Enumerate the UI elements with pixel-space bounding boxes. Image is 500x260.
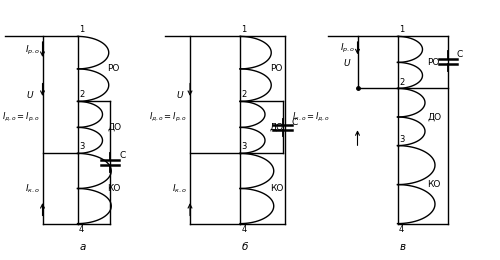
Text: РО: РО (270, 64, 282, 73)
Text: C: C (292, 118, 298, 127)
Text: 4: 4 (79, 225, 84, 234)
Text: $U$: $U$ (344, 57, 351, 68)
Text: $I_{р.о}$: $I_{р.о}$ (24, 44, 40, 57)
Text: а: а (80, 242, 86, 252)
Text: $I_{д.о}=I_{р.о}$: $I_{д.о}=I_{р.о}$ (2, 110, 40, 124)
Text: 3: 3 (79, 142, 84, 151)
Text: 2: 2 (79, 90, 84, 99)
Text: $I_{д.о}=I_{р.о}$: $I_{д.о}=I_{р.о}$ (150, 110, 188, 124)
Text: C: C (119, 152, 125, 160)
Text: 1: 1 (399, 25, 404, 34)
Text: 1: 1 (242, 25, 247, 34)
Text: б: б (242, 242, 248, 252)
Text: ДО: ДО (428, 113, 442, 121)
Text: РО: РО (108, 64, 120, 73)
Text: 2: 2 (242, 90, 247, 99)
Text: $I_{р.о}$: $I_{р.о}$ (340, 42, 355, 55)
Text: КО: КО (108, 184, 121, 193)
Text: КО: КО (428, 180, 441, 189)
Text: $U$: $U$ (176, 89, 184, 100)
Text: ДО: ДО (270, 123, 284, 132)
Text: $U$: $U$ (26, 89, 34, 100)
Text: КО: КО (270, 184, 283, 193)
Text: в: в (400, 242, 406, 252)
Text: $I_{к.о}$: $I_{к.о}$ (24, 182, 40, 195)
Text: C: C (456, 50, 463, 59)
Text: 1: 1 (79, 25, 84, 34)
Text: 4: 4 (242, 225, 247, 234)
Text: 3: 3 (399, 135, 404, 144)
Text: $I_{к.о}$: $I_{к.о}$ (172, 182, 188, 195)
Text: ДО: ДО (108, 123, 122, 132)
Text: 4: 4 (399, 225, 404, 234)
Text: 3: 3 (242, 142, 247, 151)
Text: 2: 2 (399, 78, 404, 87)
Text: РО: РО (428, 58, 440, 67)
Text: $I_{к.о}=I_{д.о}$: $I_{к.о}=I_{д.о}$ (292, 111, 330, 123)
